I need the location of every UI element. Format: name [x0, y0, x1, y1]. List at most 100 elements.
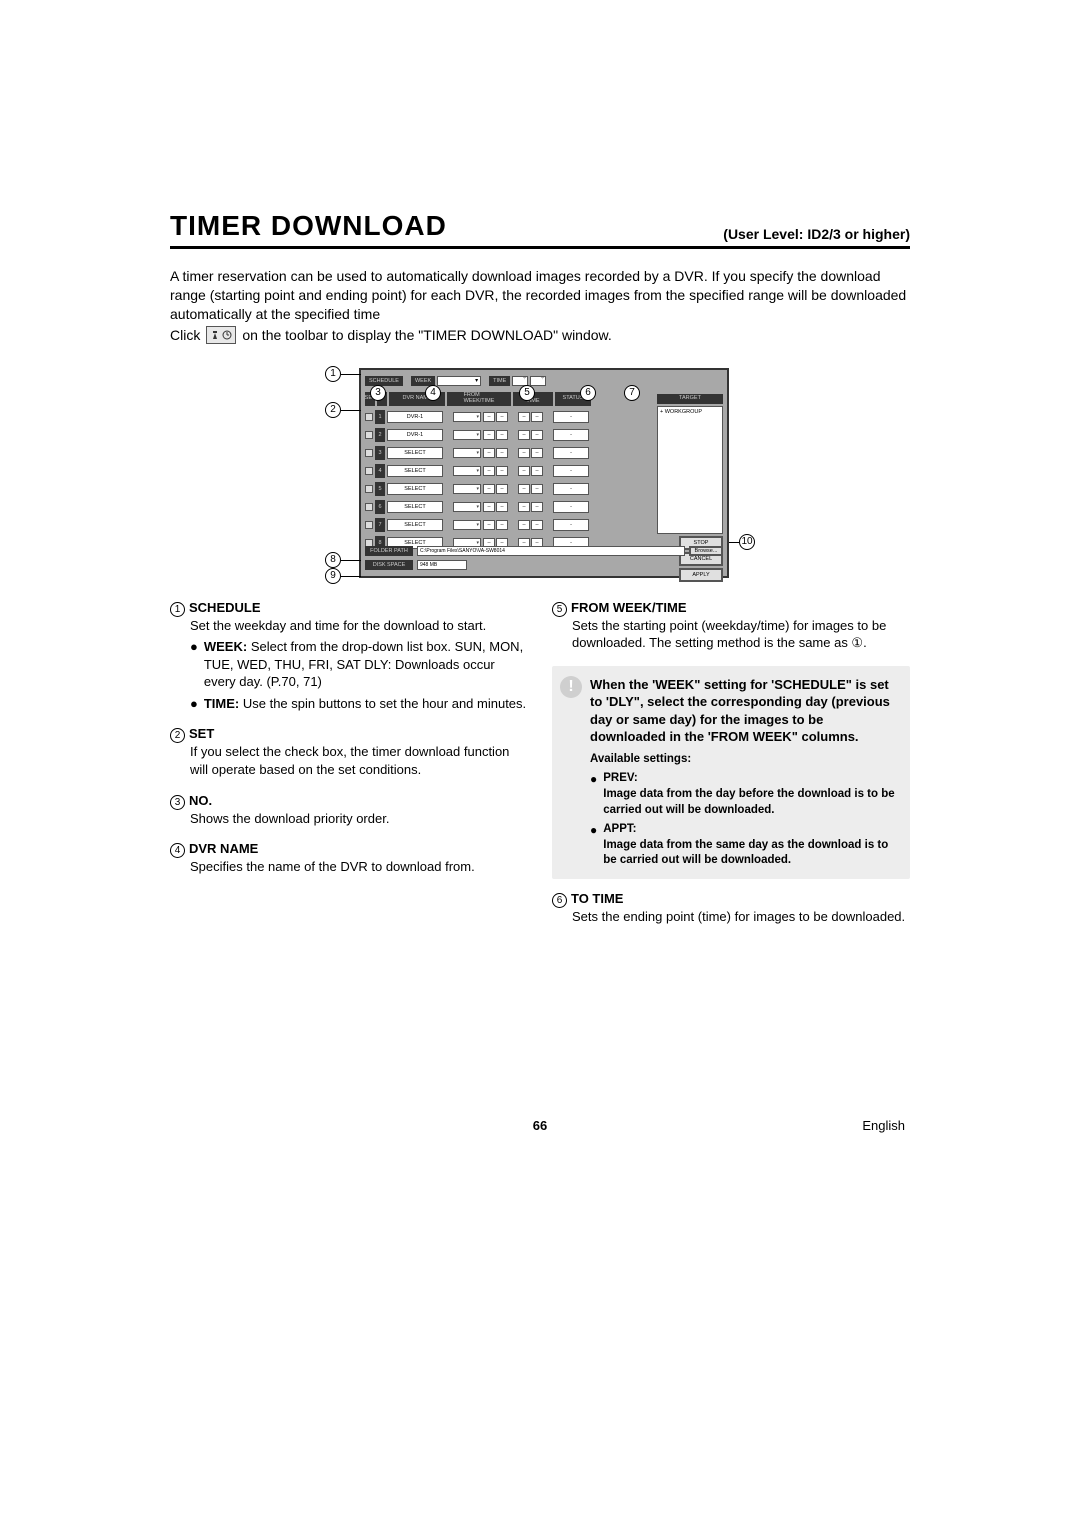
- time-min-spin[interactable]: [530, 376, 546, 386]
- footer-language: English: [862, 1118, 905, 1133]
- from-hour-spin[interactable]: --: [483, 430, 495, 440]
- set-checkbox[interactable]: [365, 431, 373, 439]
- table-row: 4SELECT---------: [365, 462, 653, 480]
- note-avail: Available settings:: [590, 753, 691, 765]
- from-min-spin[interactable]: --: [496, 502, 508, 512]
- callout-line: [341, 374, 361, 375]
- dialog-figure: 1 2 3 4 5 6 7 8 9 10 SCHEDULE WEEK ▾ TIM…: [325, 362, 755, 582]
- intro-text: A timer reservation can be used to autom…: [170, 267, 910, 344]
- dvr-name-cell[interactable]: SELECT: [387, 447, 443, 459]
- to-min-spin[interactable]: --: [531, 448, 543, 458]
- from-week-dropdown[interactable]: [453, 502, 481, 512]
- item-set: 2SET If you select the check box, the ti…: [170, 726, 528, 778]
- dvr-head: DVR NAME: [189, 841, 258, 856]
- to-min-spin[interactable]: --: [531, 466, 543, 476]
- callout-line: [341, 576, 361, 577]
- to-body: Sets the ending point (time) for images …: [552, 908, 910, 926]
- callout-4: 4: [425, 385, 441, 401]
- to-hour-spin[interactable]: --: [518, 430, 530, 440]
- schedule-body: Set the weekday and time for the downloa…: [170, 617, 528, 635]
- from-hour-spin[interactable]: --: [483, 484, 495, 494]
- target-header: TARGET: [657, 394, 723, 404]
- from-head: FROM WEEK/TIME: [571, 600, 687, 615]
- dvr-name-cell[interactable]: SELECT: [387, 483, 443, 495]
- dvr-name-cell[interactable]: SELECT: [387, 465, 443, 477]
- page-title: TIMER DOWNLOAD: [170, 210, 447, 242]
- from-min-spin[interactable]: --: [496, 412, 508, 422]
- to-min-spin[interactable]: --: [531, 484, 543, 494]
- browse-button[interactable]: Browse...: [689, 546, 723, 556]
- dialog-bottom: FOLDER PATH C:\Program Files\SANYO\VA-SW…: [365, 544, 723, 572]
- row-number: 3: [375, 446, 385, 460]
- intro-paragraph: A timer reservation can be used to autom…: [170, 267, 910, 324]
- row-number: 5: [375, 482, 385, 496]
- prev-head: PREV:: [603, 772, 638, 784]
- set-checkbox[interactable]: [365, 413, 373, 421]
- note-main: When the 'WEEK" setting for 'SCHEDULE" i…: [590, 677, 890, 745]
- set-checkbox[interactable]: [365, 485, 373, 493]
- callout-line: [341, 560, 361, 561]
- callout-5: 5: [519, 385, 535, 401]
- item-schedule: 1SCHEDULE Set the weekday and time for t…: [170, 600, 528, 713]
- table-row: 6SELECT---------: [365, 498, 653, 516]
- from-min-spin[interactable]: --: [496, 484, 508, 494]
- from-hour-spin[interactable]: --: [483, 520, 495, 530]
- callout-10: 10: [739, 534, 755, 550]
- from-min-spin[interactable]: --: [496, 520, 508, 530]
- dvr-name-cell[interactable]: DVR-1: [387, 429, 443, 441]
- to-min-spin[interactable]: --: [531, 412, 543, 422]
- set-checkbox[interactable]: [365, 467, 373, 475]
- set-checkbox[interactable]: [365, 503, 373, 511]
- timer-toolbar-icon: [206, 326, 236, 344]
- from-week-dropdown[interactable]: [453, 466, 481, 476]
- user-level: (User Level: ID2/3 or higher): [723, 226, 910, 242]
- set-checkbox[interactable]: [365, 521, 373, 529]
- callout-8: 8: [325, 552, 341, 568]
- from-hour-spin[interactable]: --: [483, 448, 495, 458]
- dialog-schedule-row: SCHEDULE WEEK ▾ TIME: [365, 373, 723, 389]
- to-hour-spin[interactable]: --: [518, 520, 530, 530]
- to-hour-spin[interactable]: --: [518, 502, 530, 512]
- from-hour-spin[interactable]: --: [483, 466, 495, 476]
- to-hour-spin[interactable]: --: [518, 412, 530, 422]
- title-row: TIMER DOWNLOAD (User Level: ID2/3 or hig…: [170, 210, 910, 249]
- from-hour-spin[interactable]: --: [483, 412, 495, 422]
- item-dvr: 4DVR NAME Specifies the name of the DVR …: [170, 841, 528, 876]
- dvr-name-cell[interactable]: SELECT: [387, 519, 443, 531]
- appt-text: Image data from the same day as the down…: [603, 839, 888, 867]
- week-dropdown[interactable]: ▾: [437, 376, 481, 386]
- disk-space-value: 948 MB: [417, 560, 467, 570]
- set-checkbox[interactable]: [365, 449, 373, 457]
- to-hour-spin[interactable]: --: [518, 484, 530, 494]
- to-min-spin[interactable]: --: [531, 520, 543, 530]
- dvr-name-cell[interactable]: SELECT: [387, 501, 443, 513]
- from-week-dropdown[interactable]: [453, 484, 481, 494]
- from-week-dropdown[interactable]: [453, 448, 481, 458]
- click-after: on the toolbar to display the "TIMER DOW…: [242, 327, 611, 343]
- dvr-name-cell[interactable]: DVR-1: [387, 411, 443, 423]
- callout-line: [729, 542, 739, 543]
- from-week-dropdown[interactable]: [453, 520, 481, 530]
- from-week-dropdown[interactable]: [453, 430, 481, 440]
- to-min-spin[interactable]: --: [531, 502, 543, 512]
- row-number: 1: [375, 410, 385, 424]
- from-hour-spin[interactable]: --: [483, 502, 495, 512]
- to-hour-spin[interactable]: --: [518, 466, 530, 476]
- to-hour-spin[interactable]: --: [518, 448, 530, 458]
- doc-columns: 1SCHEDULE Set the weekday and time for t…: [170, 600, 910, 939]
- click-line: Click on the toolbar to display the "TIM…: [170, 326, 910, 344]
- to-head: TO TIME: [571, 891, 623, 906]
- from-header: FROM WEEK/TIME: [447, 392, 511, 406]
- row-number: 7: [375, 518, 385, 532]
- from-min-spin[interactable]: --: [496, 430, 508, 440]
- status-cell: -: [553, 447, 589, 459]
- from-week-dropdown[interactable]: [453, 412, 481, 422]
- callout-9: 9: [325, 568, 341, 584]
- from-min-spin[interactable]: --: [496, 466, 508, 476]
- to-min-spin[interactable]: --: [531, 430, 543, 440]
- set-body: If you select the check box, the timer d…: [170, 743, 528, 778]
- target-tree[interactable]: + WORKGROUP: [657, 406, 723, 534]
- table-row: 2DVR-1---------: [365, 426, 653, 444]
- status-cell: -: [553, 411, 589, 423]
- from-min-spin[interactable]: --: [496, 448, 508, 458]
